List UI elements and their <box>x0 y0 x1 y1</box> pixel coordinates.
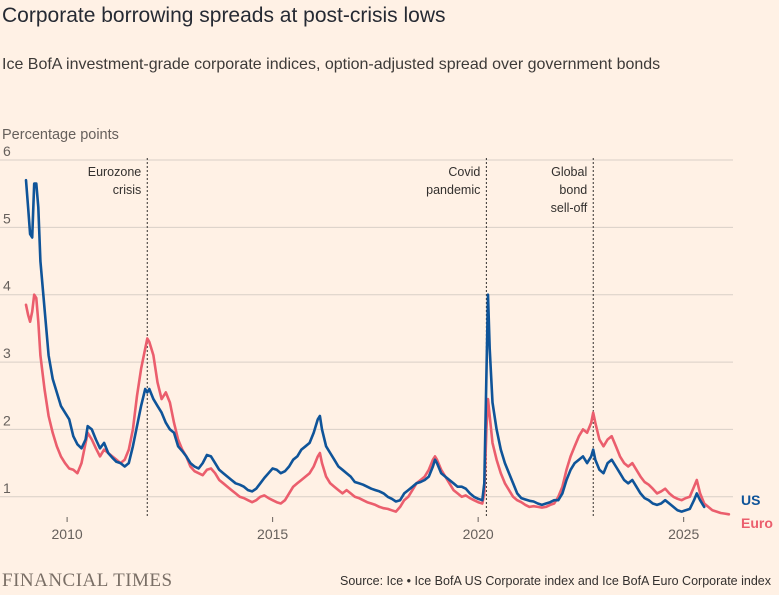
series-line-us <box>24 178 706 513</box>
y-tick-labels: 1 2 3 4 5 6 <box>3 143 11 496</box>
ft-logo: FINANCIAL TIMES <box>2 570 173 591</box>
y-axis-label: Percentage points <box>2 127 119 143</box>
x-tick-2020: 2020 <box>463 526 494 542</box>
series-labels: US Euro <box>741 492 773 531</box>
series-line-euro <box>24 293 731 516</box>
annotation-label-0-0: Eurozone <box>88 165 142 179</box>
series-lines <box>24 178 731 516</box>
source-note: Source: Ice • Ice BofA US Corporate inde… <box>339 574 771 588</box>
chart-title: Corporate borrowing spreads at post-cris… <box>2 4 446 27</box>
x-tick-2010: 2010 <box>52 526 83 542</box>
annotation-label-0-1: crisis <box>113 183 141 197</box>
y-tick-3: 3 <box>3 345 11 361</box>
annotation-label-1-0: Covid <box>448 165 480 179</box>
y-tick-6: 6 <box>3 143 11 159</box>
y-tick-5: 5 <box>3 210 11 226</box>
legend-us: US <box>741 492 760 508</box>
gridlines <box>0 159 733 498</box>
annotation-label-2-0: Global <box>551 165 587 179</box>
x-tick-labels: 2010 2015 2020 2025 <box>52 517 699 542</box>
annotation-label-1-1: pandemic <box>426 183 480 197</box>
event-annotations: Eurozone crisis Covid pandemic Global bond sel… <box>88 158 594 517</box>
legend-euro: Euro <box>741 515 773 531</box>
chart-subtitle: Ice BofA investment-grade corporate indi… <box>2 56 661 73</box>
annotation-label-2-1: bond <box>559 183 587 197</box>
x-tick-2025: 2025 <box>668 526 699 542</box>
y-tick-2: 2 <box>3 412 11 428</box>
x-tick-2015: 2015 <box>257 526 288 542</box>
y-tick-1: 1 <box>3 480 11 496</box>
y-tick-4: 4 <box>3 278 11 294</box>
annotation-label-2-2: sell-off <box>551 201 588 215</box>
